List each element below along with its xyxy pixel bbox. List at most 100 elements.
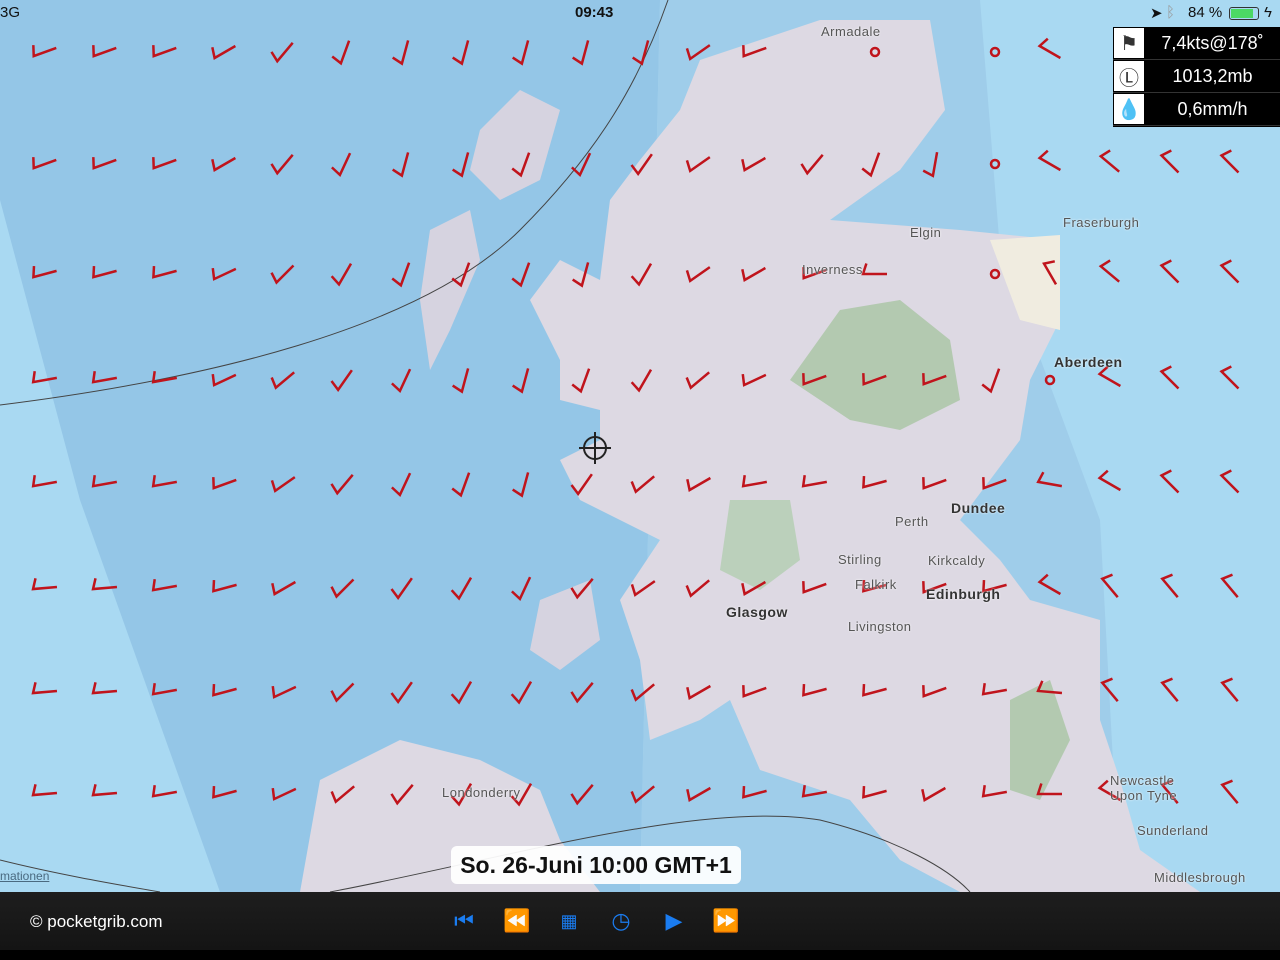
- wind-barb: [1159, 149, 1180, 174]
- wind-barb: [92, 266, 117, 279]
- wind-barb: [451, 152, 470, 178]
- wind-barb: [391, 368, 412, 393]
- step-forward-button[interactable]: ⏩: [712, 908, 740, 933]
- place-label-londonderry: Londonderry: [442, 785, 521, 800]
- wind-barb: [685, 266, 711, 283]
- wind-barb: [152, 157, 177, 170]
- charging-icon: ϟ: [1264, 4, 1272, 21]
- wind-barb: [861, 152, 881, 178]
- wind-barb: [330, 474, 354, 496]
- wind-barb: [741, 580, 767, 596]
- carrier-label: 3G: [0, 4, 21, 21]
- wind-barb: [511, 152, 531, 178]
- wind-barb: [31, 578, 58, 591]
- forecast-time: So. 26-Juni 10:00 GMT+1: [451, 846, 741, 884]
- map-view[interactable]: 3G 09:43 ➤ ᛒ 84 % ϟ Armadale Elgin Fraserb…: [0, 0, 1280, 892]
- wind-barb: [391, 262, 411, 288]
- wind-barb: [570, 682, 594, 704]
- place-label-livingston: Livingston: [848, 619, 912, 634]
- wind-barb: [1037, 573, 1062, 596]
- wind-barb: [1097, 469, 1122, 492]
- wind-barb: [271, 580, 297, 596]
- wind-barb: [981, 683, 1008, 696]
- wind-barb: [862, 786, 887, 799]
- wind-barb: [862, 580, 887, 593]
- wind-barb: [862, 373, 887, 386]
- wind-barb: [1036, 680, 1063, 695]
- calm-marker: [989, 268, 1001, 280]
- place-label-inverness: Inverness: [802, 262, 863, 277]
- wind-barb: [270, 154, 294, 176]
- map-info-link[interactable]: mationen: [0, 869, 50, 883]
- wind-barb: [630, 683, 655, 702]
- wind-barb: [802, 684, 827, 697]
- bottom-toolbar: © pocketgrib.com ⏮ ⏪ ▦ ◷ ▶ ⏩: [0, 892, 1280, 950]
- wind-barb: [922, 373, 947, 386]
- wind-barb: [511, 262, 531, 288]
- copyright: © pocketgrib.com: [30, 912, 163, 931]
- skip-to-start-button[interactable]: ⏮: [454, 908, 474, 933]
- wind-barb: [31, 682, 58, 695]
- wind-barb: [861, 263, 887, 276]
- wind-barb: [741, 156, 767, 172]
- wind-barb: [451, 40, 470, 66]
- raindrop-icon: 💧: [1113, 93, 1145, 125]
- wind-barb: [1042, 260, 1058, 286]
- wind-barb: [982, 580, 1007, 593]
- place-label-aberdeen: Aberdeen: [1054, 354, 1123, 370]
- info-panel: ⚑ 7,4kts@178˚ Ⓛ 1013,2mb 💧 0,6mm/h: [1113, 27, 1280, 127]
- wind-barb: [802, 373, 827, 386]
- place-label-dundee: Dundee: [951, 500, 1006, 516]
- place-label-stirling: Stirling: [838, 552, 882, 567]
- wind-barb: [741, 475, 768, 488]
- wind-barb: [91, 682, 118, 695]
- wind-barb: [211, 156, 237, 172]
- wind-barb: [1100, 573, 1119, 598]
- precipitation-value: 0,6mm/h: [1177, 98, 1248, 119]
- wind-barb: [1159, 469, 1180, 494]
- wind-barb: [151, 371, 178, 384]
- wind-barb: [800, 154, 824, 176]
- wind-barb: [1160, 573, 1179, 598]
- highlands-park: [790, 300, 960, 430]
- wind-barb: [511, 40, 530, 66]
- land-skye: [470, 90, 560, 200]
- play-button[interactable]: ▶: [665, 908, 683, 933]
- wind-barb: [451, 368, 470, 394]
- wind-barb: [1037, 37, 1062, 60]
- battery-percent: 84 %: [1188, 4, 1223, 21]
- wind-barb: [31, 371, 58, 384]
- wind-barb: [570, 473, 593, 496]
- wind-barb: [331, 152, 352, 177]
- map-base: [0, 0, 1240, 892]
- wind-barb: [571, 40, 590, 66]
- wind-barb: [571, 152, 592, 177]
- clock-button[interactable]: ◷: [611, 908, 631, 933]
- wind-barb: [211, 44, 237, 60]
- wind-barb: [390, 784, 414, 806]
- wind-barb: [151, 579, 178, 592]
- wind-barb: [1100, 677, 1119, 702]
- calendar-button[interactable]: ▦: [560, 911, 578, 931]
- wind-value: 7,4kts@178˚: [1161, 32, 1264, 53]
- crosshair-icon[interactable]: [579, 432, 611, 464]
- place-label-fraserburgh: Fraserburgh: [1063, 215, 1140, 230]
- wind-barb: [211, 267, 237, 281]
- wind-barb: [685, 579, 710, 598]
- wind-barb: [686, 476, 712, 492]
- wind-barb: [271, 685, 297, 699]
- wind-barb: [450, 782, 473, 807]
- wind-barb: [391, 152, 410, 178]
- wind-barb: [450, 680, 473, 705]
- place-label-upon-tyne: Upon Tyne: [1110, 788, 1178, 803]
- step-back-button[interactable]: ⏪: [503, 908, 531, 933]
- wind-barb: [510, 680, 533, 705]
- wind-barb: [152, 266, 177, 279]
- wind-barb: [151, 475, 178, 488]
- wind-barb: [270, 371, 295, 390]
- wind-barb: [212, 684, 237, 697]
- wind-barb: [91, 578, 118, 591]
- wind-barb: [331, 40, 351, 66]
- wind-barb: [1220, 677, 1239, 702]
- wind-barb: [330, 369, 353, 392]
